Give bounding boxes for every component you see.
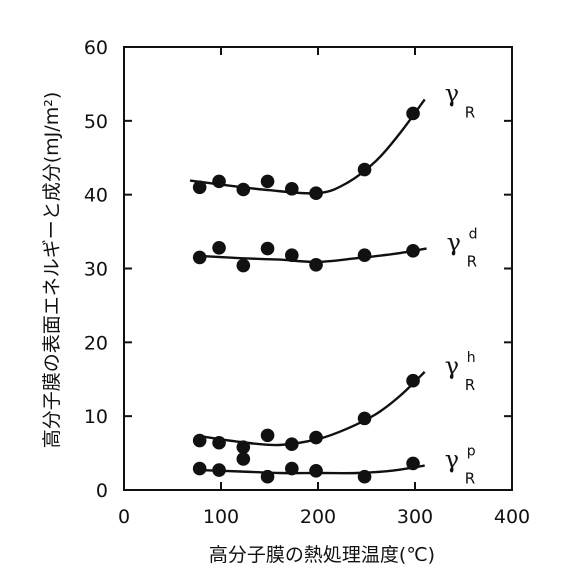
y-axis-title: 高分子膜の表面エネルギーと成分(mJ/m²) [41,92,63,448]
series-label-gamma-r-d: γ [447,229,461,257]
data-point-gamma-r-d [212,241,226,255]
data-point-gamma-r [192,180,207,195]
series-sub-gamma-r: R [465,103,475,121]
x-axis-title: 高分子膜の熱処理温度(℃) [209,544,435,566]
data-point-gamma-r-d [260,241,275,256]
data-point-gamma-r-h [357,411,372,426]
data-point-gamma-r [236,182,251,197]
y-tick-label: 30 [84,259,108,281]
data-point-gamma-r-p [212,463,226,477]
series-sub-gamma-r-p: R [465,470,475,488]
data-point-gamma-r-p [357,469,372,484]
data-point-gamma-r [309,186,323,200]
data-point-gamma-r [406,106,420,121]
data-point-gamma-r-p [285,461,299,476]
data-point-gamma-r-d [285,248,299,263]
y-tick-label: 0 [96,480,108,502]
data-point-gamma-r [357,162,372,177]
y-tick-label: 20 [84,332,108,354]
data-point-gamma-r-p [192,461,207,476]
x-tick-label: 300 [397,506,433,528]
data-point-gamma-r [212,174,226,189]
data-point-gamma-r-p [309,464,323,478]
series-sub-gamma-r-h: R [465,376,475,394]
y-tick-label: 60 [84,37,108,59]
data-point-gamma-r [260,174,275,189]
data-point-gamma-r-h [260,428,275,443]
data-point-gamma-r-h [212,435,226,450]
data-point-gamma-r-d [192,250,207,265]
data-point-gamma-r-p [260,469,275,484]
data-point-gamma-r-d [236,258,251,273]
data-point-gamma-r-h [309,430,323,445]
series-sup-gamma-r-p: p [467,444,476,460]
series-sup-gamma-r-d: d [469,227,478,243]
series-label-gamma-r-h: γ [445,352,459,380]
data-point-gamma-r-h [285,437,299,452]
x-tick-label: 400 [494,506,530,528]
series-sup-gamma-r-h: h [467,350,476,366]
data-point-gamma-r-h [236,440,251,454]
axes: 0 100 200 300 400 0 10 20 30 40 50 60 [84,37,530,528]
fit-curve-gamma-r [189,98,426,195]
data-point-gamma-r-h [192,433,207,448]
y-tick-label: 10 [84,406,108,428]
data-point-gamma-r-h [236,452,251,466]
data-point-gamma-r-d [309,258,323,272]
series-label-gamma-r: γ [445,79,459,107]
data-point-gamma-r-d [406,243,420,258]
x-tick-label: 0 [118,506,130,528]
data-point-gamma-r-h [406,373,420,388]
x-tick-label: 100 [203,506,239,528]
y-tick-label: 40 [84,185,108,207]
x-tick-label: 200 [300,506,336,528]
data-point-gamma-r-p [406,456,420,471]
series-sub-gamma-r-d: R [467,253,477,271]
series-label-gamma-r-p: γ [445,446,459,474]
data-point-gamma-r-d [357,248,372,263]
data-point-gamma-r [285,181,299,196]
data-points [192,106,420,484]
y-tick-label: 50 [84,111,108,133]
